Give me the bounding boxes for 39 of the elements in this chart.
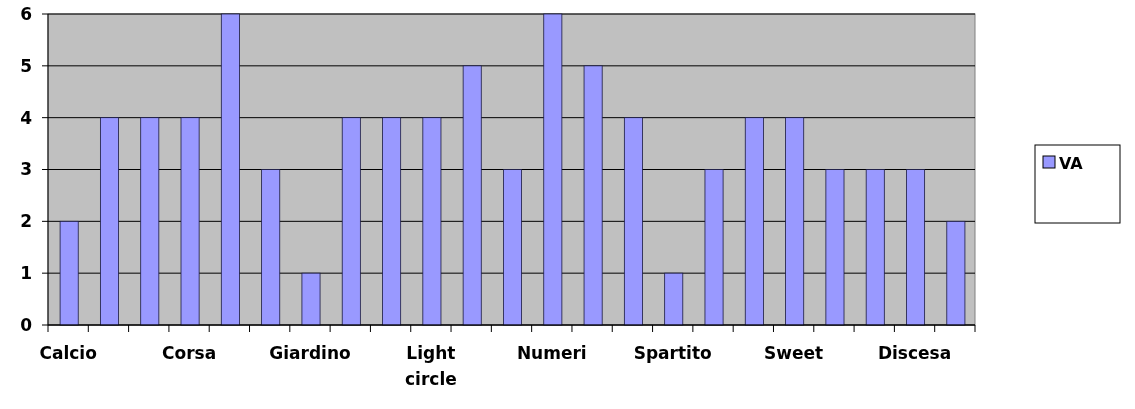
bar	[785, 117, 805, 326]
bar	[261, 169, 281, 326]
bar	[865, 169, 885, 326]
x-tick-label: Sweet	[764, 343, 824, 363]
bar	[583, 65, 603, 326]
x-tick-label: Spartito	[633, 343, 712, 363]
bar	[744, 117, 764, 326]
bar	[382, 117, 402, 326]
x-tick-label: Numeri	[516, 343, 587, 363]
y-tick-label: 6	[20, 3, 32, 24]
bar	[180, 117, 200, 326]
bar	[623, 117, 643, 326]
bar	[59, 220, 79, 326]
bar	[422, 117, 442, 326]
x-tick-label: Discesa	[877, 343, 952, 363]
x-tick-label: Light circle	[405, 343, 457, 389]
bar	[543, 13, 563, 326]
bar	[301, 272, 321, 326]
y-tick-label: 1	[20, 263, 32, 284]
y-tick-label: 5	[20, 55, 32, 76]
bar	[906, 169, 926, 326]
bar	[664, 272, 684, 326]
bar	[341, 117, 361, 326]
x-tick-label: Giardino	[269, 343, 351, 363]
bar	[220, 13, 240, 326]
bar	[100, 117, 119, 326]
y-tick-label: 3	[20, 159, 32, 180]
bar	[825, 169, 845, 326]
y-tick-label: 0	[20, 314, 33, 335]
x-tick-label: Corsa	[161, 343, 217, 363]
bar	[140, 117, 160, 326]
bar	[704, 169, 724, 326]
bar	[503, 169, 522, 326]
y-tick-label: 4	[20, 107, 33, 128]
legend-label: VA	[1059, 153, 1084, 173]
bar	[946, 220, 966, 326]
x-tick-label: Calcio	[39, 343, 97, 363]
y-tick-label: 2	[20, 211, 32, 232]
bar	[462, 65, 482, 326]
